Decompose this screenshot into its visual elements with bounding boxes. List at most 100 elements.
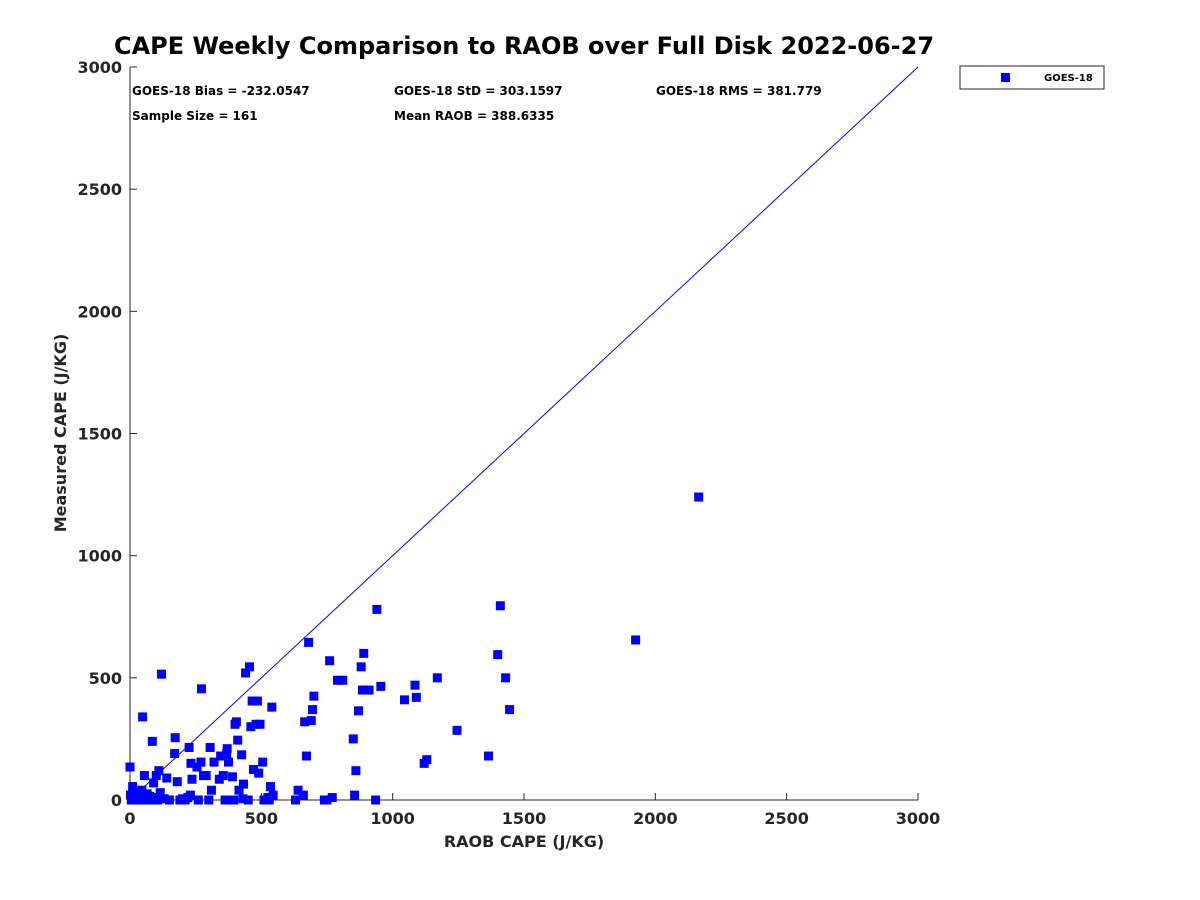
data-point (192, 762, 202, 772)
data-point (484, 751, 494, 761)
data-point (164, 795, 174, 805)
data-point (694, 492, 704, 502)
data-point (493, 650, 503, 660)
y-axis-label: Measured CAPE (J/KG) (51, 334, 70, 533)
data-point (631, 635, 641, 645)
x-axis-label: RAOB CAPE (J/KG) (444, 832, 604, 851)
data-point (149, 778, 159, 788)
data-point (184, 742, 194, 752)
x-tick-label: 1500 (502, 809, 547, 828)
data-point (238, 794, 248, 804)
x-tick-label: 3000 (896, 809, 941, 828)
stat-mean-raob: Mean RAOB = 388.6335 (394, 109, 554, 123)
legend: GOES-18 (959, 65, 1105, 90)
legend-label-goes-18: GOES-18 (1044, 73, 1093, 84)
data-point (233, 735, 243, 745)
data-point (354, 706, 364, 716)
data-point (247, 696, 257, 706)
x-tick-label: 500 (245, 809, 278, 828)
y-tick-label: 1000 (77, 547, 122, 566)
x-tick-label: 1000 (370, 809, 415, 828)
data-point (204, 795, 214, 805)
data-point (359, 648, 369, 658)
data-point (201, 771, 211, 781)
data-point (364, 685, 374, 695)
data-point (243, 795, 253, 805)
data-point (151, 771, 161, 781)
data-point (505, 705, 515, 715)
data-point (162, 773, 172, 783)
data-point (432, 673, 442, 683)
data-point (128, 782, 138, 792)
data-point (371, 795, 381, 805)
data-point (246, 722, 256, 732)
data-point (237, 750, 247, 760)
data-point (222, 744, 232, 754)
one-to-one-line (129, 66, 919, 801)
data-point (350, 790, 360, 800)
data-point (193, 795, 203, 805)
y-axis-ticks: 0 500 1000 1500 2000 2500 3000 (77, 58, 137, 810)
data-point (264, 795, 274, 805)
data-point (452, 725, 462, 735)
data-point (422, 755, 432, 765)
data-point (147, 736, 157, 746)
data-point (172, 777, 182, 787)
data-point (258, 757, 268, 767)
legend-box (959, 65, 1105, 90)
data-point (153, 795, 163, 805)
x-axis-ticks: 0 500 1000 1500 2000 2500 3000 (124, 793, 940, 828)
data-point (290, 795, 300, 805)
data-point (234, 785, 244, 795)
stat-std: GOES-18 StD = 303.1597 (394, 84, 563, 98)
data-point (266, 782, 276, 792)
data-point (255, 719, 265, 729)
y-tick-label: 0 (111, 791, 122, 810)
data-point (322, 795, 332, 805)
data-point (293, 785, 303, 795)
data-point (351, 766, 361, 776)
chart-title: CAPE Weekly Comparison to RAOB over Full… (114, 32, 934, 60)
data-point (304, 637, 314, 647)
stat-sample-size: Sample Size = 161 (132, 109, 258, 123)
data-point (348, 734, 358, 744)
data-point (229, 795, 239, 805)
data-point (298, 790, 308, 800)
data-point (248, 764, 258, 774)
data-point (125, 762, 135, 772)
data-point (170, 749, 180, 759)
data-point (300, 717, 310, 727)
data-point (327, 793, 337, 803)
data-point (252, 696, 262, 706)
data-point (216, 751, 226, 761)
legend-marker-square (1001, 73, 1010, 82)
data-point (209, 757, 219, 767)
x-tick-label: 2000 (633, 809, 678, 828)
x-tick-label: 2500 (764, 809, 809, 828)
data-point (372, 604, 382, 614)
data-point (268, 790, 278, 800)
data-point (139, 771, 149, 781)
data-point (338, 675, 348, 685)
stat-bias: GOES-18 Bias = -232.0547 (132, 84, 310, 98)
y-tick-label: 500 (89, 669, 122, 688)
data-point (254, 768, 264, 778)
data-point (238, 779, 248, 789)
data-point (245, 662, 255, 672)
data-point (196, 757, 206, 767)
data-point (325, 656, 335, 666)
data-point (357, 685, 367, 695)
data-point (410, 680, 420, 690)
data-point (222, 749, 232, 759)
y-tick-label: 2500 (77, 180, 122, 199)
data-point (399, 695, 409, 705)
y-tick-label: 2000 (77, 302, 122, 321)
data-point (241, 668, 251, 678)
data-point (187, 774, 197, 784)
data-point (137, 785, 147, 795)
y-tick-label: 3000 (77, 58, 122, 77)
data-point (206, 785, 216, 795)
data-point (218, 771, 228, 781)
